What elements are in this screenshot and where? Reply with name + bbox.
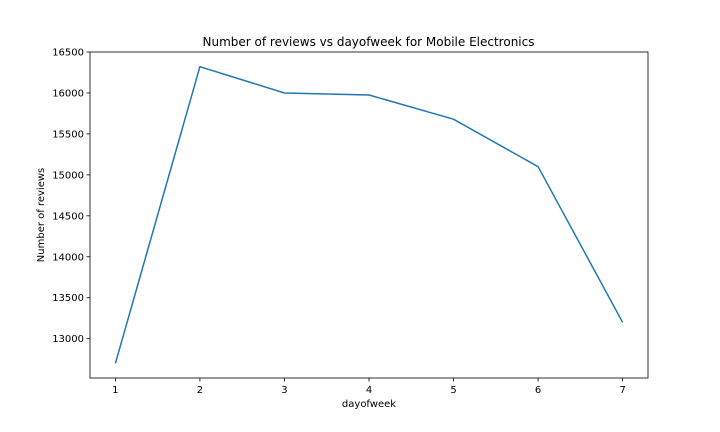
y-tick-label: 13000 (52, 334, 84, 345)
y-axis: 13000 13500 14000 14500 15000 15500 16000 16500 (52, 48, 90, 345)
y-tick-label: 14000 (52, 252, 84, 263)
x-tick-label: 2 (197, 385, 203, 396)
x-axis-title: dayofweek (342, 399, 396, 410)
x-tick-label: 4 (366, 385, 372, 396)
x-tick-label: 5 (450, 385, 456, 396)
y-tick-label: 15000 (52, 170, 84, 181)
x-tick-label: 6 (535, 385, 541, 396)
x-axis: 1 2 3 4 5 6 7 (112, 378, 626, 396)
y-axis-title: Number of reviews (36, 168, 47, 262)
series-layer (114, 65, 624, 364)
x-tick-label: 1 (112, 385, 118, 396)
y-tick-label: 16000 (52, 88, 84, 99)
y-tick-label: 13500 (52, 293, 84, 304)
chart-title: Number of reviews vs dayofweek for Mobil… (203, 35, 535, 49)
series-line (114, 65, 624, 364)
y-tick-label: 14500 (52, 211, 84, 222)
x-tick-label: 3 (281, 385, 287, 396)
y-tick-label: 15500 (52, 129, 84, 140)
y-tick-label: 16500 (52, 48, 84, 59)
x-tick-label: 7 (619, 385, 625, 396)
